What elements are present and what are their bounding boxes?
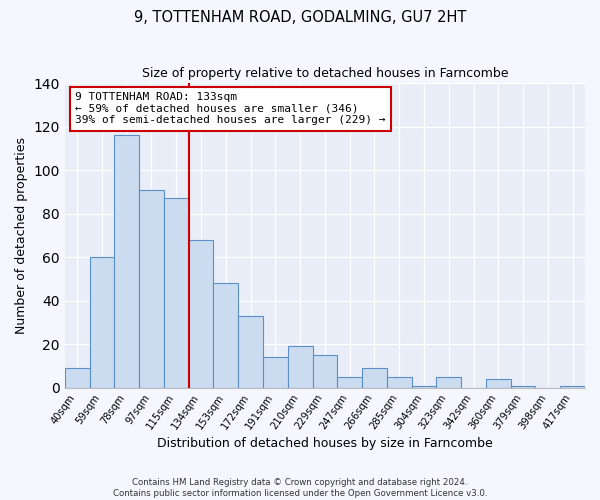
Bar (412, 386, 436, 388)
Title: Size of property relative to detached houses in Farncombe: Size of property relative to detached ho… (142, 68, 508, 80)
Bar (337, 377, 362, 388)
Bar (188, 240, 214, 388)
Bar (511, 386, 535, 388)
Bar (313, 355, 337, 388)
Bar (89, 257, 115, 388)
Bar (362, 368, 387, 388)
Text: Contains HM Land Registry data © Crown copyright and database right 2024.
Contai: Contains HM Land Registry data © Crown c… (113, 478, 487, 498)
Bar (387, 377, 412, 388)
Bar (65, 368, 89, 388)
Bar (263, 358, 288, 388)
Bar (164, 198, 188, 388)
Bar (214, 284, 238, 388)
Bar (115, 136, 139, 388)
Bar (288, 346, 313, 388)
Bar (486, 379, 511, 388)
Bar (139, 190, 164, 388)
Text: 9 TOTTENHAM ROAD: 133sqm
← 59% of detached houses are smaller (346)
39% of semi-: 9 TOTTENHAM ROAD: 133sqm ← 59% of detach… (75, 92, 386, 126)
Bar (560, 386, 585, 388)
Text: 9, TOTTENHAM ROAD, GODALMING, GU7 2HT: 9, TOTTENHAM ROAD, GODALMING, GU7 2HT (134, 10, 466, 25)
Bar (436, 377, 461, 388)
Y-axis label: Number of detached properties: Number of detached properties (15, 137, 28, 334)
Bar (238, 316, 263, 388)
X-axis label: Distribution of detached houses by size in Farncombe: Distribution of detached houses by size … (157, 437, 493, 450)
